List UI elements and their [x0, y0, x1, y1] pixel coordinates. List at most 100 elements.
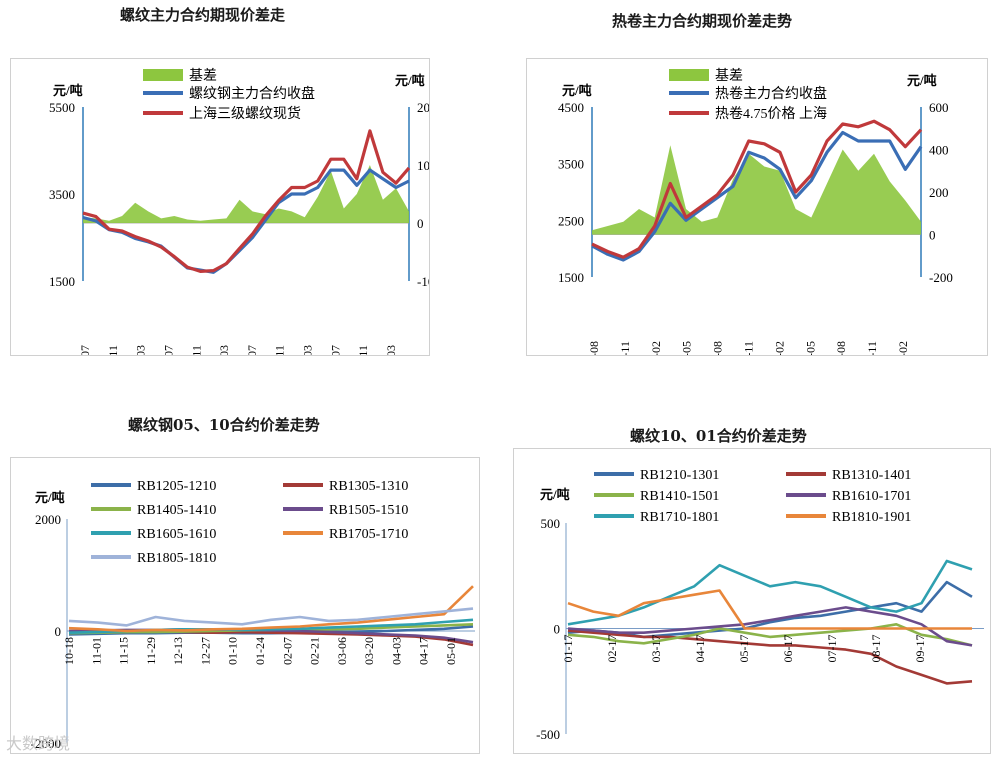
chart4-svg: 500 0 -500 元/吨 RB1210-1301 RB1310-1401 RB1410-…	[536, 468, 984, 742]
chart2-legend-basis: 基差	[715, 67, 743, 84]
chart4-x-tick: 07-17	[825, 635, 839, 663]
chart1-x-tick: 2015-07	[161, 345, 175, 355]
chart4-legend-label: RB1810-1901	[832, 510, 911, 525]
chart3-legend-label: RB1205-1210	[137, 479, 216, 494]
chart2-x-tick: 2016-11	[742, 341, 756, 355]
chart2-x-tick: 2017-11	[865, 341, 879, 355]
chart1-legend-basis-swatch	[143, 69, 183, 81]
chart3-x-tick: 03-06	[335, 637, 349, 665]
chart4-legend-label: RB1310-1401	[832, 468, 911, 483]
chart3-y-tick: -2000	[31, 736, 61, 751]
chart1-right-tick: 1000	[417, 158, 429, 173]
chart2-x-tick: 2017-05	[803, 341, 817, 355]
chart1-x-tick: 2016-07	[245, 345, 259, 355]
chart4-y-tick: -500	[536, 727, 560, 742]
chart2-left-tick: 4500	[558, 100, 584, 115]
chart2-left-tick: 3500	[558, 157, 584, 172]
chart1-x-tick: 2017-11	[356, 345, 370, 355]
chart2-left-unit: 元/吨	[562, 83, 592, 98]
chart4-legend-label: RB1410-1501	[640, 489, 719, 504]
chart1-left-tick: 1500	[49, 274, 75, 289]
chart4-y-tick: 0	[554, 622, 561, 637]
chart3-y-tick: 2000	[35, 512, 61, 527]
chart3-y-tick: 0	[55, 624, 62, 639]
chart2-x-tick: 2016-05	[680, 341, 694, 355]
chart3-legend-label: RB1505-1510	[329, 503, 408, 518]
chart2-left-tick: 2500	[558, 213, 584, 228]
chart3-x-tick: 03-20	[362, 637, 376, 665]
chart1-basis-area	[83, 165, 409, 223]
chart3-legend-label: RB1305-1310	[329, 479, 408, 494]
chart4-series-RB1610-1701	[567, 606, 973, 647]
chart2-basis-area	[592, 145, 921, 235]
chart4-y-tick: 500	[541, 516, 561, 531]
watermark: 大数跨境	[6, 734, 71, 753]
chart2-right-tick: 200	[929, 185, 949, 200]
chart3-x-tick: 04-03	[389, 637, 403, 665]
chart2-x-tick: 2016-08	[711, 341, 725, 355]
chart2-x-tick: 2017-08	[834, 341, 848, 355]
chart3-x-tick: 01-24	[253, 637, 267, 665]
chart3-x-tick: 11-15	[117, 637, 131, 665]
chart3-x-tick: 12-27	[198, 637, 212, 665]
chart4-legend-label: RB1210-1301	[640, 468, 719, 483]
chart3-x-tick: 02-07	[280, 637, 294, 665]
chart1-panel: 550035001500200010000-1000元/吨元/吨基差螺纹钢主力合…	[10, 58, 447, 385]
chart1-x-tick: 2015-11	[189, 345, 203, 355]
chart4-x-tick: 05-17	[737, 635, 751, 663]
chart4-series-RB1310-1401	[567, 629, 973, 685]
chart3-x-tick: 12-13	[171, 637, 185, 665]
chart1-right-tick: -1000	[417, 274, 429, 289]
chart1-x-tick: 2017-03	[301, 345, 315, 355]
chart4-title: 螺纹10、01合约价差走势	[630, 427, 807, 445]
chart2-right-tick: 600	[929, 100, 949, 115]
chart3-x-tick: 11-01	[89, 637, 103, 665]
chart1-right-tick: 2000	[417, 100, 429, 115]
chart2-title: 热卷主力合约期现价差走势	[612, 12, 793, 30]
chart3-legend-label: RB1705-1710	[329, 527, 408, 542]
chart2-svg: 45003500250015006004002000-200元/吨元/吨基差热卷…	[558, 67, 953, 381]
chart4-series-RB1710-1801	[567, 559, 973, 626]
chart2-x-tick: 2016-02	[649, 341, 663, 355]
chart1-series-spot	[82, 129, 411, 273]
chart2-x-tick: 2018-02	[896, 341, 910, 355]
chart3-unit: 元/吨	[35, 490, 65, 505]
chart1-legend-basis: 基差	[189, 67, 217, 84]
chart1-left-tick: 5500	[49, 100, 75, 115]
chart4-series-RB1810-1901	[567, 589, 972, 630]
chart3-series-RB1705-1710	[68, 585, 474, 633]
chart1-left-tick: 3500	[49, 187, 75, 202]
chart1-x-tick: 2015-03	[134, 345, 148, 355]
chart1-right-tick: 0	[417, 216, 424, 231]
chart3-x-tick: 02-21	[308, 637, 322, 665]
chart3-x-tick: 01-10	[226, 637, 240, 665]
chart4-x-tick: 08-17	[869, 635, 883, 663]
chart2-right-tick: 0	[929, 228, 936, 243]
chart3-x-tick: 11-29	[144, 637, 158, 665]
chart3-legend-label: RB1805-1810	[137, 551, 216, 566]
chart1-title: 螺纹主力合约期现价差走	[120, 6, 286, 24]
chart1-x-tick: 2014-11	[106, 345, 120, 355]
chart3-legend-label: RB1405-1410	[137, 503, 216, 518]
chart4-x-tick: 02-17	[605, 635, 619, 663]
chart4-legend-label: RB1710-1801	[640, 510, 719, 525]
chart1-x-tick: 2016-11	[273, 345, 287, 355]
chart2-legend-basis-swatch	[669, 69, 709, 81]
chart2-series-futures	[591, 130, 923, 262]
chart1-left-unit: 元/吨	[53, 83, 83, 98]
chart2-x-tick: 2017-02	[772, 341, 786, 355]
chart4-x-tick: 06-17	[781, 635, 795, 663]
chart1-x-tick: 2016-03	[217, 345, 231, 355]
chart4-x-tick: 09-17	[913, 635, 927, 663]
chart4-panel: 500 0 -500 元/吨 RB1210-1301 RB1310-1401 RB1410-…	[513, 448, 991, 754]
chart2-legend-label: 热卷4.75价格 上海	[715, 106, 827, 122]
chart2-right-unit: 元/吨	[907, 73, 937, 88]
chart3-panel: 2000 0 -2000 元/吨 RB1205-1210 RB1305-1310 RB140…	[10, 457, 480, 754]
chart2-right-tick: 400	[929, 143, 949, 158]
chart2-legend-label: 热卷主力合约收盘	[715, 85, 827, 102]
chart1-svg: 550035001500200010000-1000元/吨元/吨基差螺纹钢主力合…	[49, 67, 447, 385]
chart1-legend-label: 上海三级螺纹现货	[189, 105, 301, 122]
chart4-legend-label: RB1610-1701	[832, 489, 911, 504]
chart2-x-tick: 2015-11	[618, 341, 632, 355]
chart4-unit: 元/吨	[540, 487, 570, 502]
